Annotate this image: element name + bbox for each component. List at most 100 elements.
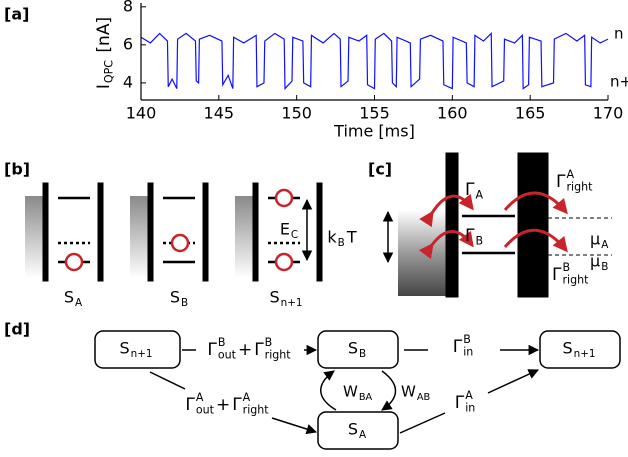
node-box: [94, 330, 181, 369]
math-base: Γ: [207, 340, 217, 360]
math-label: W AB: [401, 383, 430, 403]
edge: [271, 417, 318, 435]
barrier: [252, 182, 259, 282]
node-box: [317, 330, 399, 369]
barrier: [202, 182, 209, 282]
math-base: Γ: [556, 172, 566, 192]
math-base: T: [346, 228, 357, 247]
math-base: W: [343, 383, 358, 401]
barrier: [97, 182, 104, 282]
math-base: E: [280, 220, 290, 239]
x-tick-label: 145: [204, 104, 235, 123]
math-base: Γ: [185, 395, 195, 415]
lead: [398, 210, 448, 296]
barrier: [316, 182, 323, 282]
node-box: [539, 330, 621, 369]
edge: [399, 412, 446, 434]
math-sup: A: [243, 391, 251, 404]
math-base: k: [327, 228, 337, 247]
math-base: +: [238, 340, 252, 360]
math-sub: in: [463, 345, 473, 358]
y-tick-label: 8: [123, 0, 133, 15]
math-base: [nA]: [94, 17, 114, 58]
math-sup: B: [562, 261, 570, 274]
math-sub: A: [601, 239, 609, 251]
math-sub: AB: [417, 392, 430, 403]
math-base: Γ: [455, 393, 465, 413]
math-sub: B: [475, 234, 483, 247]
electron: [64, 252, 84, 272]
x-tick-label: 170: [593, 104, 624, 123]
math-sub: right: [265, 348, 292, 361]
tunnel-arrow: [418, 230, 474, 260]
y-tick-label: 4: [123, 72, 133, 91]
math-sub: right: [566, 180, 593, 193]
tunnel-arrows: [418, 191, 568, 260]
math-base: Γ: [453, 337, 463, 357]
math-base: S: [348, 420, 358, 439]
math-base: μ: [590, 252, 600, 271]
annotation: n+1: [610, 73, 628, 91]
barrier: [147, 182, 154, 282]
lead: [235, 196, 253, 278]
panel-d: [94, 330, 621, 450]
math-sub: B: [181, 297, 188, 309]
math-base: Γ: [552, 265, 562, 285]
panel-label: [d]: [4, 320, 30, 339]
math-sub: A: [475, 188, 483, 201]
math-base: W: [401, 383, 416, 401]
node-box: [317, 411, 399, 450]
math-base: Γ: [232, 395, 242, 415]
math-label: Γ Ain: [455, 389, 476, 414]
math-sub: n+1: [131, 348, 153, 360]
lead: [130, 196, 148, 278]
x-tick-label: 155: [359, 104, 390, 123]
math-base: S: [119, 339, 129, 358]
math-sup: A: [465, 389, 473, 402]
math-base: S: [170, 288, 180, 307]
math-label: W BA: [343, 383, 373, 403]
panel-c: [382, 152, 612, 298]
edge: [381, 370, 397, 411]
panel-label: [c]: [368, 160, 392, 179]
math-sub: A: [359, 429, 367, 441]
math-base: S: [269, 288, 279, 307]
math-sup: B: [265, 336, 273, 349]
edge: [487, 369, 539, 394]
math-sub: n+1: [281, 297, 303, 309]
lead: [25, 196, 43, 278]
math-base: μ: [590, 230, 600, 249]
electron: [170, 233, 190, 253]
x-tick-label: 160: [437, 104, 468, 123]
x-tick-label: 140: [126, 104, 157, 123]
x-axis-title: Time [ms]: [333, 122, 415, 141]
math-sub: right: [562, 273, 589, 286]
math-base: Γ: [254, 340, 264, 360]
panel-b: [25, 182, 323, 282]
math-sub: BA: [359, 392, 373, 403]
annotation: n: [614, 25, 624, 43]
math-sub: in: [465, 401, 475, 414]
math-sub: B: [601, 261, 608, 273]
barrier: [517, 152, 549, 298]
math-sub: out: [196, 403, 215, 416]
math-base: S: [348, 339, 358, 358]
math-sup: A: [196, 391, 204, 404]
math-base: Γ: [465, 180, 475, 200]
